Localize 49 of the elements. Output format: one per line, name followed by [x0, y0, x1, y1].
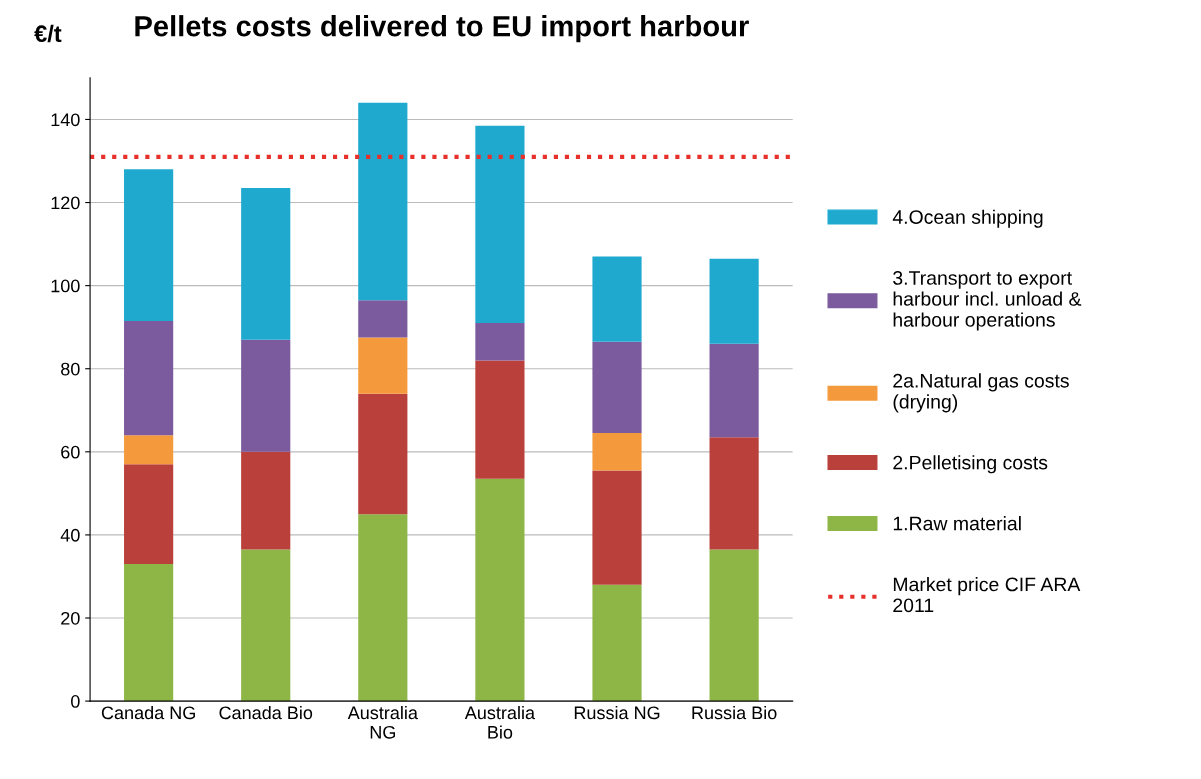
y-tick-label: 40	[60, 528, 80, 542]
bar	[358, 337, 408, 394]
bar	[475, 125, 525, 324]
y-tick-label: 140	[51, 113, 80, 127]
bar	[592, 256, 642, 342]
legend-label: 1.Raw material	[893, 516, 1021, 531]
bar	[124, 320, 174, 436]
bar	[709, 343, 759, 438]
bar	[475, 323, 525, 361]
bar	[592, 470, 642, 585]
chart-title: Pellets costs delivered to EU import harbour	[135, 15, 749, 43]
bar	[475, 360, 525, 479]
bar	[709, 437, 759, 550]
bar	[592, 433, 642, 471]
bar	[241, 339, 291, 452]
y-tick-label: 80	[61, 362, 80, 376]
x-tick-label: Canada Bio	[219, 705, 313, 720]
x-tick-label: Australia NG	[347, 705, 418, 739]
bar	[358, 300, 408, 338]
legend-label: 2a.Natural gas costs (drying)	[893, 373, 1069, 413]
y-tick-label: 20	[61, 611, 80, 625]
bar	[358, 514, 408, 702]
bar	[592, 341, 642, 434]
x-tick-label: Canada NG	[101, 705, 195, 720]
bar	[124, 464, 174, 564]
bar	[241, 549, 291, 702]
bar	[358, 102, 408, 301]
bar	[124, 435, 174, 465]
y-tick-label: 120	[51, 196, 80, 210]
bar	[124, 169, 174, 321]
legend-label: 2.Pelletising costs	[893, 455, 1048, 474]
x-tick-label: Russia Bio	[692, 705, 777, 720]
bar	[241, 451, 291, 550]
bar	[709, 258, 759, 344]
bar	[241, 188, 291, 340]
bar	[124, 564, 174, 702]
x-tick-label: Australia Bio	[464, 705, 536, 739]
bar	[592, 584, 642, 702]
x-tick-label: Russia NG	[574, 705, 660, 720]
legend-label: 4.Ocean shipping	[892, 209, 1043, 228]
y-tick-label: 0	[71, 695, 80, 708]
y-axis-title: €/t	[34, 24, 62, 43]
bar	[709, 549, 759, 702]
bar	[475, 478, 525, 702]
bar	[358, 393, 408, 515]
legend-label: 3.Transport to export harbour incl. unload & harbour operations	[893, 271, 1082, 331]
legend-label: Market price CIF ARA 2011	[893, 577, 1081, 613]
y-tick-label: 100	[51, 279, 80, 293]
y-tick-label: 60	[61, 445, 80, 459]
